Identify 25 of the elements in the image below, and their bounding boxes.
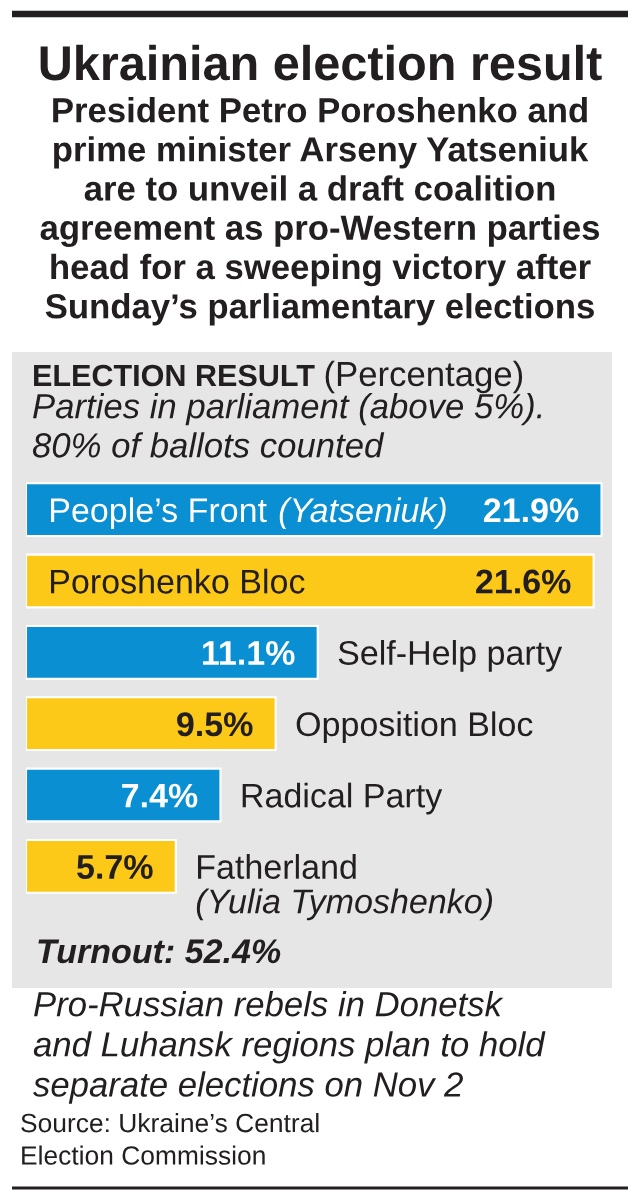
data-label: 11.1% [203,640,295,665]
text: ELECTION RESULT [34,364,315,387]
chart-subtitle: President Petro Poroshenko and prime minister Arseny Yatseniuk are to unveil a draft coalition agreement as pro-Western parties head for a sweeping victory after Sunday’s parliamentary elections [40,97,600,326]
y-tick-label: Fatherland (Yulia Tymoshenko) [196,854,492,921]
chart-title: Ukrainian election result [40,44,602,81]
y-tick-label: Poroshenko Bloc [51,568,305,594]
text: Turnout: 52.4% [38,939,281,964]
data-label: 21.9% [483,498,579,523]
bar [26,838,177,894]
text: Pro-Russian rebels in Donetsk and Luhansk regions plan to hold separate elections on Nov 2 [33,991,546,1104]
data-label: 9.5% [177,712,253,737]
source-note: Source: Ukraine’s Central Election Commission [21,1113,319,1165]
bar [26,553,595,609]
text: Parties in parliament (above 5%). 80% of ballots counted [32,393,542,458]
y-tick-label: Self-Help party [338,640,563,672]
data-label: 7.4% [122,783,198,808]
data-label: 21.6% [476,569,571,594]
y-tick-label: Opposition Bloc [296,711,533,744]
text: (Percentage) [325,360,523,394]
y-tick-label: Radical Party [242,782,443,815]
bar [26,624,319,680]
y-tick-label: People’s Front (Yatseniuk) [51,497,446,530]
bar [26,696,277,752]
bar [26,767,222,823]
data-label: 5.7% [77,854,153,879]
